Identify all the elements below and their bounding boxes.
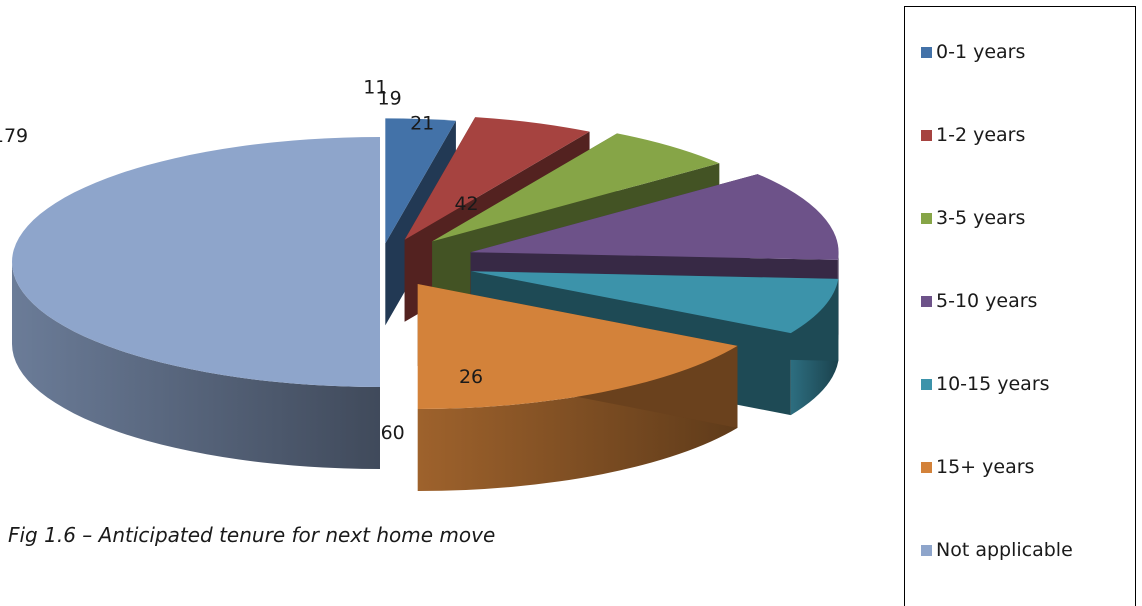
legend-label: 0-1 years [936, 41, 1026, 63]
legend-item-not-applicable: Not applicable [921, 539, 1073, 561]
legend-swatch [921, 295, 932, 307]
legend-item-10-15-years: 10-15 years [921, 373, 1050, 395]
legend-item-15-years: 15+ years [921, 456, 1034, 478]
pie-slice-top [385, 118, 456, 244]
chart-legend: 0-1 years 1-2 years 3-5 years 5-10 years 10-… [904, 6, 1136, 606]
data-label-15-years: 60 [381, 422, 405, 444]
legend-swatch [921, 129, 932, 141]
data-label-3-5-years: 21 [410, 112, 434, 134]
legend-swatch [921, 378, 932, 390]
legend-label: 10-15 years [936, 373, 1050, 395]
pie-slice-top [12, 137, 380, 387]
pie-slice-top [404, 117, 590, 240]
legend-swatch [921, 544, 932, 556]
legend-label: 15+ years [936, 456, 1035, 478]
figure-caption: Fig 1.6 – Anticipated tenure for next ho… [8, 523, 496, 547]
pie-slice-not-applicable [12, 137, 380, 469]
legend-label: 1-2 years [936, 124, 1026, 146]
legend-item-1-2-years: 1-2 years [921, 124, 1025, 146]
pie-slice-top [471, 271, 839, 334]
pie-slice-top [432, 133, 720, 242]
legend-label: Not applicable [936, 539, 1073, 561]
pie-slice-top [470, 174, 839, 260]
data-label-5-10-years: 42 [454, 193, 478, 215]
data-label-0-1-years: 11 [363, 76, 387, 98]
legend-item-3-5-years: 3-5 years [921, 207, 1025, 229]
legend-item-5-10-years: 5-10 years [921, 290, 1037, 312]
legend-swatch [921, 461, 932, 473]
legend-label: 5-10 years [936, 290, 1038, 312]
data-label-10-15-years: 26 [459, 366, 483, 388]
data-label-not-applicable: 179 [0, 125, 28, 147]
legend-swatch [921, 46, 932, 58]
pie-slice-side [12, 262, 380, 469]
legend-label: 3-5 years [936, 207, 1026, 229]
legend-item-0-1-years: 0-1 years [921, 41, 1025, 63]
pie-slice-top [417, 284, 738, 410]
data-label-1-2-years: 19 [378, 88, 402, 110]
pie-slice-15-years [417, 284, 738, 492]
legend-swatch [921, 212, 932, 224]
